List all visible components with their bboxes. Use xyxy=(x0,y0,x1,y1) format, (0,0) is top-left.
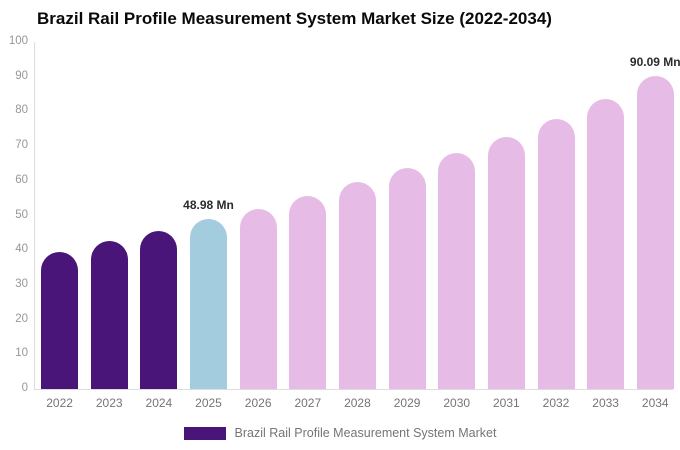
legend[interactable]: Brazil Rail Profile Measurement System M… xyxy=(0,424,680,442)
y-tick-label: 40 xyxy=(15,243,28,256)
y-tick-label: 100 xyxy=(8,35,28,47)
bar-2023 xyxy=(90,241,128,389)
y-tick-label: 80 xyxy=(15,104,28,117)
y-tick-label: 70 xyxy=(15,139,28,152)
x-tick-label: 2024 xyxy=(145,396,173,410)
bar-2033 xyxy=(587,98,625,389)
bar-2034 xyxy=(636,76,674,389)
bar-2030 xyxy=(438,153,476,389)
bar-2031 xyxy=(487,136,525,389)
y-tick-label: 60 xyxy=(15,173,28,186)
y-tick-label: 30 xyxy=(15,277,28,290)
x-tick-label: 2029 xyxy=(393,396,421,410)
bar-2029 xyxy=(388,167,426,389)
x-tick-label: 2028 xyxy=(344,396,371,410)
bar-2028 xyxy=(338,181,376,389)
x-tick-label: 2022 xyxy=(46,396,73,410)
x-tick-label: 2030 xyxy=(443,396,471,410)
x-tick-label: 2033 xyxy=(592,396,619,410)
x-tick-label: 2034 xyxy=(641,396,669,410)
x-tick-label: 2023 xyxy=(95,396,123,410)
x-tick-label: 2026 xyxy=(244,396,272,410)
y-tick-label: 50 xyxy=(15,208,28,221)
x-tick-label: 2032 xyxy=(542,396,570,410)
y-tick-label: 10 xyxy=(15,347,28,360)
y-tick-label: 20 xyxy=(15,312,28,325)
x-tick-label: 2025 xyxy=(195,396,222,410)
legend-label[interactable]: Brazil Rail Profile Measurement System M… xyxy=(234,426,497,440)
x-tick-label: 2031 xyxy=(493,396,520,410)
bar-2024 xyxy=(140,231,178,389)
bar-2027 xyxy=(289,196,327,389)
chart-title: Brazil Rail Profile Measurement System M… xyxy=(37,9,552,28)
plot-area: 2022 2023 2024 2025 48.98 Mn 2026 2027 2028 2029… xyxy=(34,42,680,410)
legend-swatch[interactable] xyxy=(183,426,226,440)
y-tick-label: 0 xyxy=(21,382,28,394)
bar-2032 xyxy=(537,118,575,389)
bar-value-label: 90.09 Mn xyxy=(629,55,680,70)
bar-2026 xyxy=(239,208,277,389)
bar-value-label: 48.98 Mn xyxy=(183,198,234,213)
x-tick-label: 2027 xyxy=(294,396,322,410)
bar-2025 xyxy=(190,219,228,389)
bar-2022 xyxy=(41,252,79,389)
y-tick-label: 90 xyxy=(15,69,28,82)
